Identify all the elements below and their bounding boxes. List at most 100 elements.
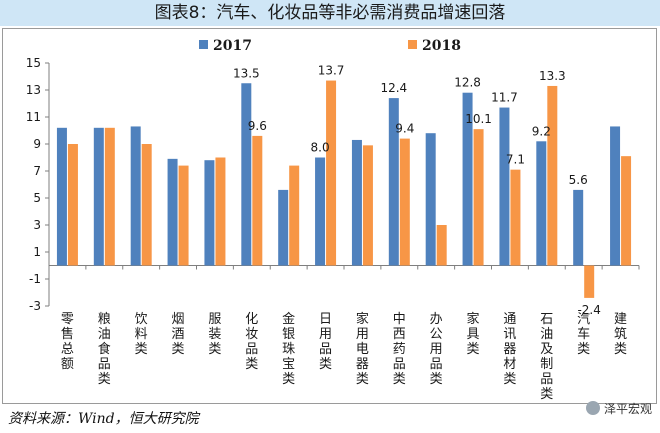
- x-category-char: 类: [614, 342, 627, 357]
- x-category-char: 化: [245, 312, 258, 327]
- bar-2017-家具类: [462, 92, 473, 266]
- x-category-label: 家具类: [467, 311, 480, 357]
- x-category-char: 药: [393, 342, 406, 357]
- source-note: 资料来源：Wind，恒大研究院: [8, 411, 199, 427]
- x-category-char: 类: [577, 342, 590, 357]
- bar-2018-烟酒类: [178, 165, 189, 266]
- x-category-char: 类: [98, 372, 111, 387]
- x-category-char: 油: [98, 327, 111, 342]
- bar-2018-化妆品类: [252, 135, 263, 266]
- bar-2017-金银珠宝类: [278, 189, 289, 266]
- x-category-char: 类: [208, 342, 221, 357]
- x-category-label: 汽车类: [577, 312, 590, 357]
- x-category-label: 化妆品类: [245, 312, 258, 372]
- bar-2017-粮油食品类: [93, 127, 104, 266]
- x-category-char: 食: [98, 341, 111, 357]
- bar-2018-建筑类: [621, 156, 632, 266]
- legend-label-2018: 2018: [422, 38, 461, 54]
- x-category-char: 售: [61, 326, 74, 342]
- bar-2017-零售总额: [56, 127, 67, 266]
- x-category-char: 类: [135, 342, 148, 357]
- data-label: 13.7: [318, 64, 345, 78]
- bar-2018-金银珠宝类: [289, 165, 300, 266]
- x-category-char: 服: [208, 312, 221, 327]
- bar-2017-饮料类: [130, 126, 141, 266]
- x-category-char: 公: [430, 327, 443, 342]
- x-category-char: 用: [319, 327, 332, 342]
- data-label: -2.4: [577, 303, 600, 317]
- y-tick-label: 15: [26, 56, 41, 70]
- y-tick-label: 9: [33, 137, 41, 151]
- x-category-char: 讯: [503, 327, 516, 342]
- data-label: 12.4: [380, 81, 407, 95]
- bar-2017-石油及制品类: [536, 141, 547, 266]
- bar-2018-办公用品类: [436, 225, 447, 266]
- data-label: 7.1: [506, 153, 525, 167]
- x-category-char: 器: [356, 357, 369, 372]
- chart-title: 图表8：汽车、化妆品等非必需消费品增速回落: [154, 3, 506, 23]
- bar-2017-建筑类: [610, 126, 621, 266]
- x-category-char: 粮: [98, 312, 111, 327]
- x-category-char: 品: [393, 357, 406, 372]
- bar-2018-家用电器类: [362, 145, 373, 266]
- legend-swatch-2018: [408, 40, 417, 49]
- x-category-char: 器: [503, 342, 516, 357]
- x-category-char: 制: [540, 357, 553, 372]
- x-category-char: 类: [393, 372, 406, 387]
- x-category-char: 用: [430, 342, 443, 357]
- x-category-char: 类: [172, 342, 185, 357]
- x-category-char: 类: [356, 372, 369, 387]
- x-category-char: 类: [319, 357, 332, 372]
- bar-chart: -3-11357911131513.59.68.013.712.49.412.8…: [26, 38, 640, 402]
- x-category-char: 通: [503, 312, 516, 327]
- bar-2018-石油及制品类: [547, 85, 558, 266]
- x-category-label: 烟酒类: [172, 312, 185, 357]
- x-category-char: 车: [577, 326, 590, 342]
- x-category-char: 用: [356, 327, 369, 342]
- bar-2018-中西药品类: [399, 138, 410, 266]
- x-category-char: 材: [503, 357, 516, 372]
- x-category-label: 建筑类: [614, 312, 627, 357]
- x-category-char: 品: [430, 357, 443, 372]
- y-tick-label: 5: [33, 191, 41, 205]
- bar-2017-汽车类: [573, 189, 584, 266]
- data-label: 12.8: [454, 76, 481, 90]
- x-category-char: 类: [467, 342, 480, 357]
- bar-2018-家具类: [473, 129, 484, 266]
- x-category-label: 办公用品类: [430, 312, 443, 387]
- x-category-char: 石: [540, 312, 553, 327]
- bar-2018-饮料类: [141, 144, 152, 266]
- x-category-char: 宝: [282, 357, 295, 372]
- data-label: 8.0: [311, 141, 330, 155]
- wechat-icon: [585, 401, 600, 415]
- x-category-label: 家用电器类: [356, 311, 369, 387]
- x-category-char: 具: [467, 327, 480, 342]
- x-category-char: 类: [245, 357, 258, 372]
- x-category-char: 办: [430, 312, 443, 327]
- data-label: 13.5: [233, 66, 260, 80]
- y-tick-label: -3: [29, 299, 41, 313]
- x-category-label: 饮料类: [135, 312, 148, 357]
- x-category-char: 品: [319, 342, 332, 357]
- bar-2018-汽车类: [584, 265, 595, 298]
- x-category-char: 筑: [614, 326, 627, 342]
- x-category-char: 料: [135, 327, 148, 342]
- x-category-char: 品: [245, 342, 258, 357]
- chart-frame: -3 -1 1 3 5 7 9 11 13 15 13.5 9.6 8.0 13.7 12.4 9.4 12.8…: [2, 28, 657, 404]
- y-tick-label: 3: [33, 218, 41, 232]
- x-category-char: 烟: [172, 312, 185, 327]
- x-category-char: 额: [61, 357, 74, 372]
- x-category-char: 银: [282, 327, 295, 342]
- x-category-char: 品: [540, 372, 553, 387]
- data-label: 13.3: [539, 69, 566, 83]
- y-tick-label: 13: [26, 83, 41, 97]
- bar-2017-烟酒类: [167, 158, 178, 266]
- x-category-char: 建: [614, 312, 627, 327]
- x-category-label: 零售总额: [61, 312, 74, 372]
- bar-2017-办公用品类: [425, 133, 436, 266]
- x-category-char: 类: [282, 372, 295, 387]
- x-category-char: 酒: [172, 327, 185, 342]
- x-category-char: 及: [540, 342, 553, 357]
- data-label: 9.2: [532, 124, 551, 138]
- x-category-label: 石油及制品类: [540, 312, 553, 402]
